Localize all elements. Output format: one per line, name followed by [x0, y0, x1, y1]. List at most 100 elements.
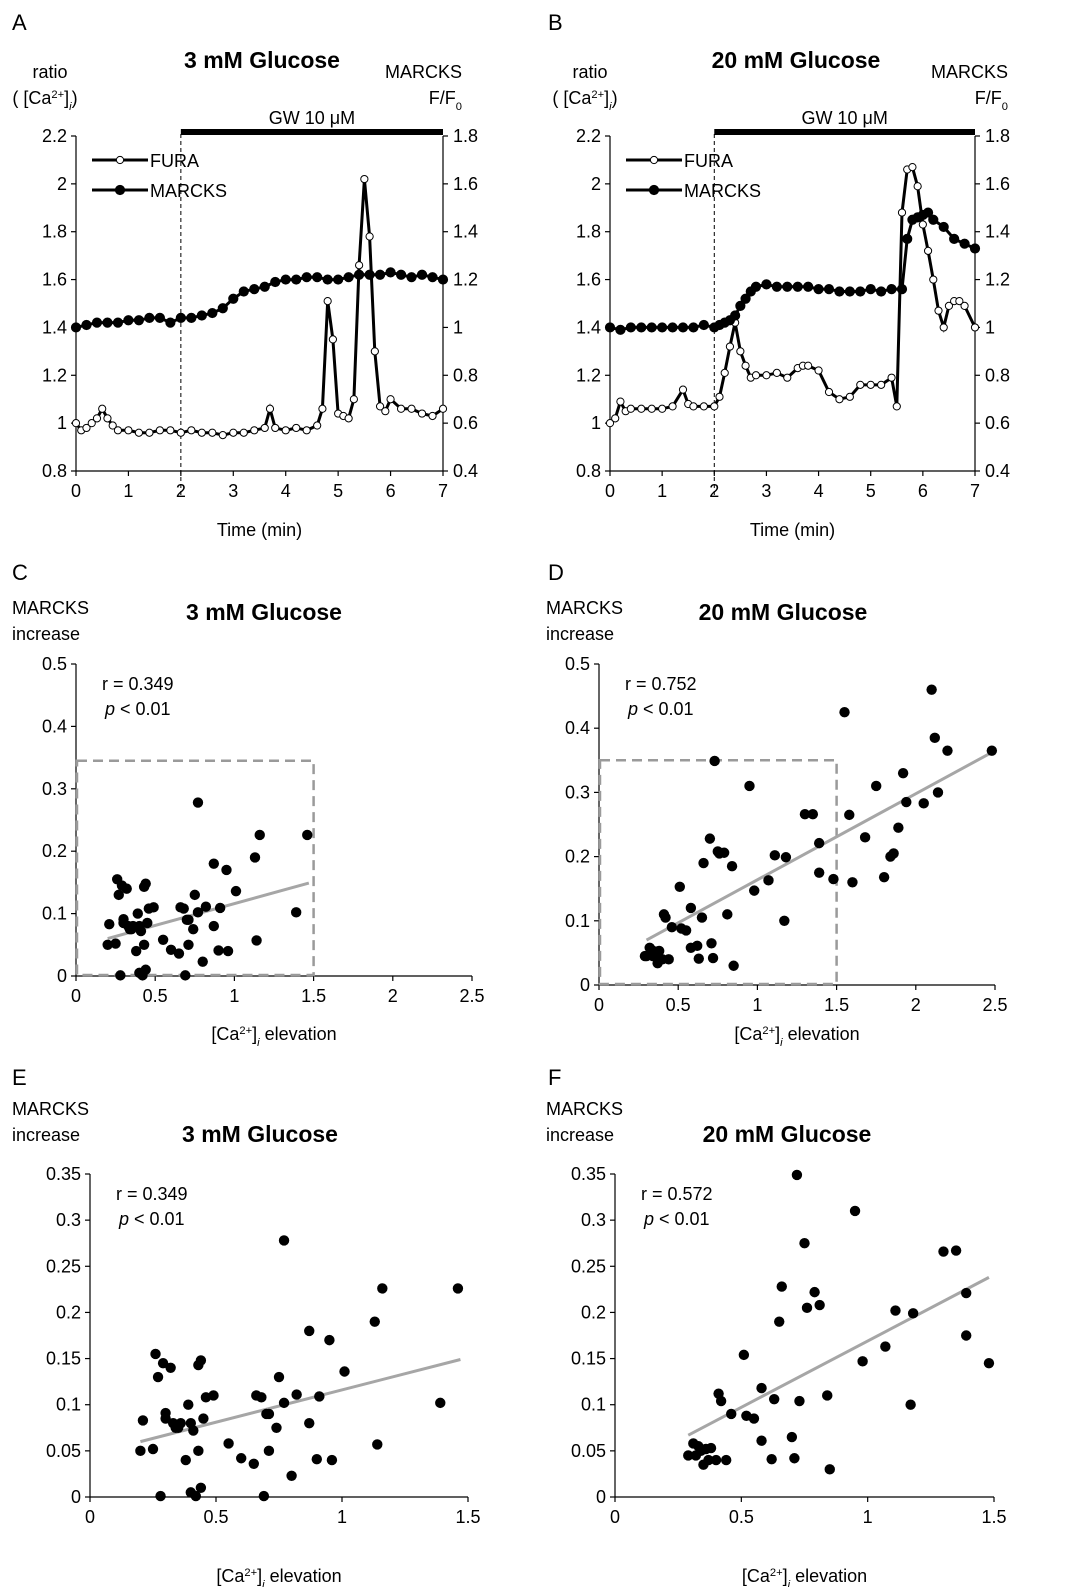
data-point-d: [749, 885, 760, 896]
data-point-c: [254, 829, 265, 841]
y-axis-label-f: increase: [546, 1125, 614, 1145]
data-point-d: [888, 848, 899, 859]
y-tick-label-f: 0.05: [571, 1441, 606, 1461]
data-point-d: [799, 809, 811, 820]
data-point-e: [278, 1397, 290, 1409]
data-point-fura-b: [929, 275, 938, 284]
data-point-f: [801, 1302, 813, 1314]
data-point-marcks-a: [228, 293, 239, 304]
data-point-fura-a: [113, 426, 123, 435]
y-tick-label-e: 0: [71, 1487, 81, 1507]
data-point-marcks-b: [876, 286, 887, 297]
data-point-fura-a: [208, 428, 217, 437]
y-right-tick-label-b: 0.6: [985, 413, 1010, 433]
data-point-f: [938, 1246, 949, 1257]
data-point-c: [178, 903, 189, 914]
data-point-e: [314, 1391, 325, 1402]
data-point-marcks-b: [782, 281, 793, 292]
data-point-marcks-a: [270, 276, 281, 288]
data-point-marcks-a: [112, 317, 124, 328]
data-point-c: [130, 945, 142, 957]
data-point-f: [849, 1205, 861, 1217]
data-point-f: [683, 1450, 694, 1461]
data-point-marcks-b: [677, 322, 689, 333]
data-point-fura-a: [71, 419, 81, 428]
y-axis-label-c: MARCKS: [12, 598, 89, 618]
data-point-d: [926, 684, 937, 695]
y-tick-label-f: 0.25: [571, 1256, 606, 1276]
data-point-f: [710, 1454, 722, 1466]
data-point-fura-b: [699, 402, 708, 411]
data-point-fura-b: [918, 220, 927, 229]
data-point-d: [706, 938, 717, 949]
data-point-fura-a: [417, 409, 427, 418]
data-point-f: [738, 1349, 750, 1361]
x-tick-label-b: 4: [814, 481, 824, 501]
data-point-fura-b: [955, 297, 964, 306]
y-axis-label-e: increase: [12, 1125, 80, 1145]
panel-title-f: 20 mM Glucose: [703, 1121, 872, 1147]
x-tick-label-e: 1: [337, 1507, 347, 1527]
data-point-d: [847, 877, 858, 888]
data-point-e: [198, 1413, 209, 1424]
x-tick-label-b: 0: [605, 481, 615, 501]
data-point-e: [223, 1438, 234, 1449]
data-point-c: [249, 852, 261, 863]
data-point-e: [137, 1415, 149, 1426]
data-point-e: [452, 1283, 464, 1294]
data-point-f: [905, 1399, 916, 1410]
data-point-d: [693, 953, 704, 964]
data-point-e: [157, 1357, 169, 1369]
data-point-d: [859, 832, 871, 843]
data-point-d: [707, 952, 719, 964]
data-point-f: [809, 1286, 820, 1298]
data-point-fura-b: [866, 380, 875, 389]
data-point-d: [871, 780, 882, 792]
data-point-f: [961, 1287, 972, 1299]
data-point-fura-b: [934, 306, 943, 315]
data-point-fura-b: [611, 414, 620, 423]
series-line-fura-b: [608, 164, 977, 425]
x-tick-label-a: 4: [281, 481, 291, 501]
y-right-tick-label-a: 1.6: [453, 174, 478, 194]
y-axis-label-a: ratio: [32, 62, 67, 82]
y-tick-label-b: 0.8: [576, 461, 601, 481]
data-point-c: [121, 883, 132, 894]
data-point-d: [728, 960, 739, 971]
data-point-f: [720, 1454, 732, 1466]
y-tick-label-c: 0.4: [42, 716, 67, 736]
y-tick-label-b: 1.2: [576, 365, 601, 385]
y-tick-label-b: 1.6: [576, 270, 601, 290]
data-point-d: [780, 852, 792, 863]
y-right-tick-label-a: 0.8: [453, 365, 478, 385]
x-tick-label-e: 1.5: [455, 1507, 480, 1527]
y-axis-label-f: MARCKS: [546, 1099, 623, 1119]
data-point-marcks-b: [938, 221, 949, 233]
x-tick-label-f: 1.5: [981, 1507, 1006, 1527]
data-point-d: [696, 912, 708, 923]
data-point-d: [722, 909, 733, 920]
x-tick-label-f: 1: [863, 1507, 873, 1527]
data-point-fura-a: [124, 426, 133, 435]
data-point-fura-a: [349, 395, 358, 404]
data-point-d: [807, 809, 819, 820]
data-point-d: [653, 945, 665, 957]
data-point-e: [286, 1470, 297, 1481]
data-point-fura-b: [637, 404, 646, 413]
data-point-d: [986, 745, 998, 756]
y-tick-label-e: 0.3: [56, 1210, 81, 1230]
correlation-p-c: p < 0.01: [104, 699, 171, 719]
data-point-marcks-a: [207, 307, 218, 319]
data-point-marcks-b: [813, 284, 824, 295]
data-point-d: [680, 925, 692, 936]
data-point-f: [799, 1238, 810, 1249]
data-point-fura-a: [386, 395, 395, 404]
data-point-e: [435, 1397, 446, 1409]
y-right-tick-label-b: 1.2: [985, 270, 1010, 290]
data-point-fura-a: [318, 404, 327, 413]
data-point-fura-a: [370, 347, 379, 356]
data-point-c: [157, 934, 169, 946]
data-point-marcks-b: [667, 322, 678, 333]
data-point-fura-b: [715, 392, 724, 401]
data-point-fura-a: [344, 414, 353, 423]
